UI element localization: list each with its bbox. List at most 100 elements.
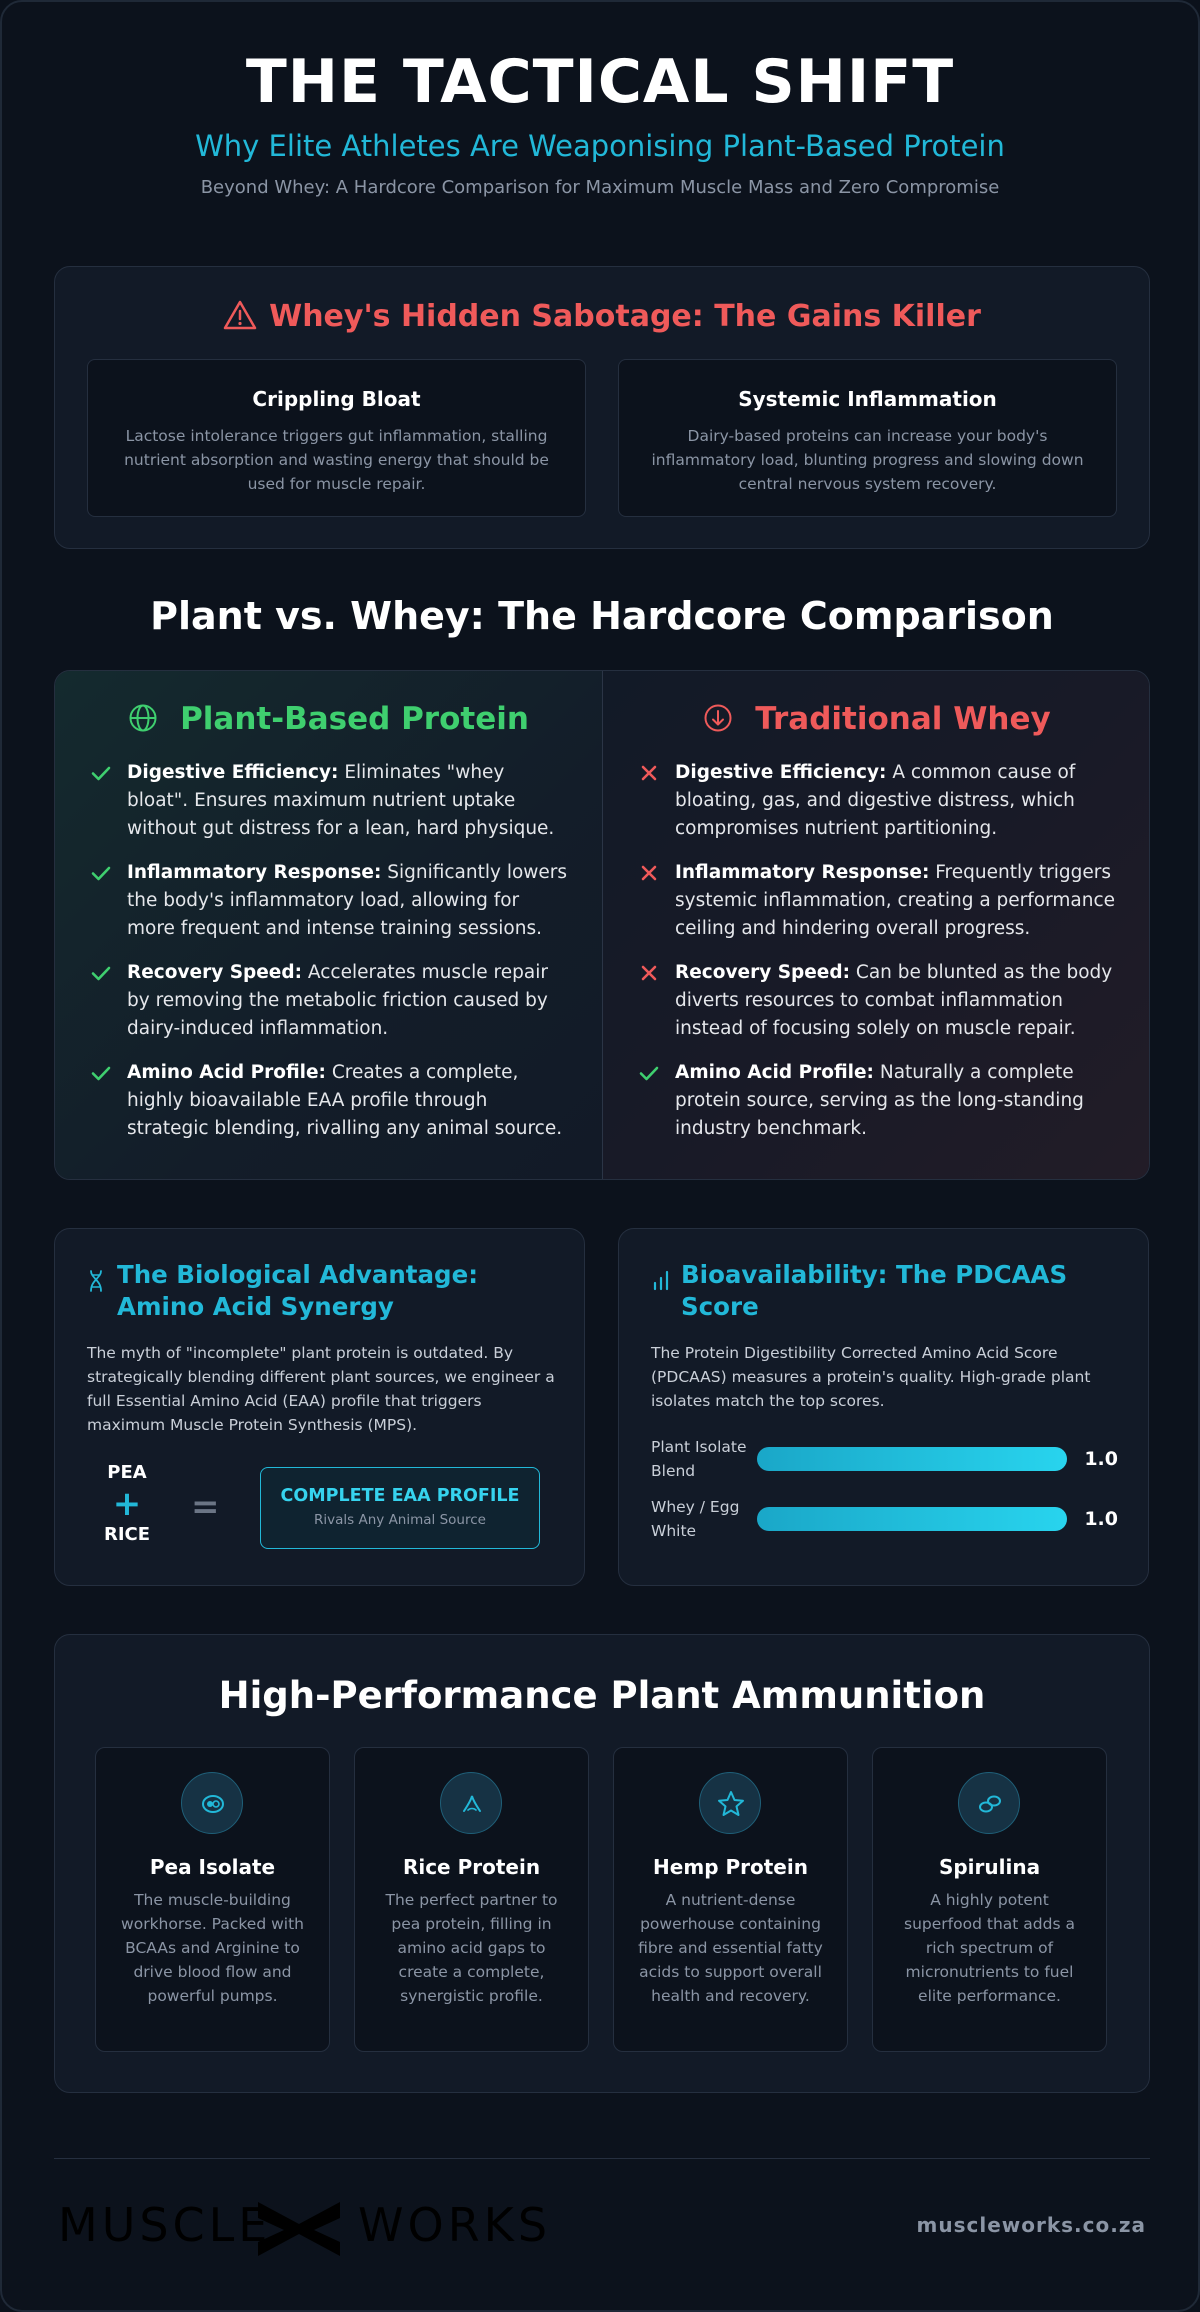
- item-label: Recovery Speed:: [675, 962, 851, 983]
- sabotage-card-inflammation: Systemic Inflammation Dairy-based protei…: [618, 359, 1117, 517]
- sabotage-card-title: Crippling Bloat: [252, 387, 421, 411]
- sabotage-card-body: Lactose intolerance triggers gut inflamm…: [124, 427, 549, 493]
- bar-label: Plant Isolate Blend: [651, 1438, 747, 1480]
- dna-icon: [90, 1270, 102, 1292]
- bar-track: [757, 1447, 1067, 1471]
- logo-word-muscle: MUSCLE: [58, 2198, 272, 2252]
- warning-icon: [223, 300, 257, 329]
- bar-fill: [757, 1507, 1067, 1531]
- website-link[interactable]: muscleworks.co.za: [916, 2213, 1146, 2237]
- item-label: Inflammatory Response:: [675, 862, 930, 883]
- check-icon: [91, 1066, 111, 1081]
- page-subtitle: Why Elite Athletes Are Weaponising Plant…: [195, 129, 1005, 163]
- ammo-card-rice: Rice Protein The perfect partner to pea …: [354, 1747, 589, 2052]
- ammo-icon-badge: [958, 1772, 1020, 1834]
- bar-chart-icon: [653, 1270, 669, 1291]
- item-text: Can be blunted as the body diverts resou…: [675, 962, 1113, 1039]
- check-icon: [91, 966, 111, 981]
- list-item: Recovery Speed: Can be blunted as the bo…: [637, 959, 1119, 1043]
- pdcaas-title: Bioavailability: The PDCAAS Score: [681, 1260, 1068, 1321]
- pdcaas-bar-row: Plant Isolate Blend 1.0: [651, 1435, 1118, 1483]
- item-text: Frequently triggers systemic inflammatio…: [675, 862, 1116, 939]
- ammo-card-title: Rice Protein: [402, 1855, 541, 1879]
- page-title: THE TACTICAL SHIFT: [245, 47, 955, 117]
- star-icon: [718, 1791, 744, 1816]
- item-text: Significantly lowers the body's inflamma…: [127, 862, 568, 939]
- footer-divider: [54, 2158, 1150, 2159]
- complete-eaa-badge: COMPLETE EAA PROFILE Rivals Any Animal S…: [260, 1467, 540, 1549]
- sabotage-card-body: Dairy-based proteins can increase your b…: [651, 427, 1084, 493]
- ammo-card-spirulina: Spirulina A highly potent superfood that…: [872, 1747, 1107, 2052]
- whey-column-title: Traditional Whey: [755, 701, 1051, 737]
- pdcaas-bar-row: Whey / Egg White 1.0: [651, 1495, 1118, 1543]
- pdcaas-heading: Bioavailability: The PDCAAS Score: [651, 1259, 1120, 1323]
- rice-grain-icon: [463, 1795, 481, 1812]
- bar-track: [757, 1507, 1067, 1531]
- equals-sign: =: [191, 1487, 220, 1527]
- list-item: Inflammatory Response: Significantly low…: [89, 859, 570, 943]
- whey-column-heading: Traditional Whey: [603, 699, 1149, 739]
- synergy-title: The Biological Advantage: Amino Acid Syn…: [117, 1260, 478, 1321]
- item-label: Digestive Efficiency:: [675, 762, 887, 783]
- bar-value: 1.0: [1084, 1508, 1118, 1530]
- item-label: Amino Acid Profile:: [127, 1062, 326, 1083]
- item-label: Digestive Efficiency:: [127, 762, 339, 783]
- ammo-icon-badge: [181, 1772, 243, 1834]
- comparison-panel: Plant-Based Protein Digestive Efficiency…: [54, 670, 1150, 1180]
- pea-label: PEA: [107, 1462, 147, 1483]
- pdcaas-body: The Protein Digestibility Corrected Amin…: [651, 1344, 1091, 1410]
- item-label: Amino Acid Profile:: [675, 1062, 874, 1083]
- whey-item-list: Digestive Efficiency: A common cause of …: [637, 759, 1119, 1159]
- eaa-subtitle: Rivals Any Animal Source: [314, 1512, 486, 1528]
- ammo-card-pea: Pea Isolate The muscle-building workhors…: [95, 1747, 330, 2052]
- ammo-icon-badge: [440, 1772, 502, 1834]
- header: THE TACTICAL SHIFT Why Elite Athletes Ar…: [2, 2, 1198, 232]
- plant-column-heading: Plant-Based Protein: [55, 699, 602, 739]
- ammo-card-body: A highly potent superfood that adds a ri…: [904, 1891, 1075, 2005]
- cross-icon: [641, 865, 657, 881]
- list-item: Amino Acid Profile: Creates a complete, …: [89, 1059, 570, 1143]
- whey-sabotage-panel: Whey's Hidden Sabotage: The Gains Killer…: [54, 266, 1150, 549]
- arrow-down-circle-icon: [704, 704, 732, 731]
- ammo-card-body: The muscle-building workhorse. Packed wi…: [121, 1891, 304, 2005]
- eaa-title: COMPLETE EAA PROFILE: [280, 1486, 520, 1506]
- sabotage-heading: Whey's Hidden Sabotage: The Gains Killer: [55, 297, 1149, 337]
- plant-column: Plant-Based Protein Digestive Efficiency…: [55, 671, 603, 1179]
- synergy-heading: The Biological Advantage: Amino Acid Syn…: [87, 1259, 556, 1323]
- ammo-card-body: The perfect partner to pea protein, fill…: [385, 1891, 558, 2005]
- list-item: Amino Acid Profile: Naturally a complete…: [637, 1059, 1119, 1143]
- sabotage-title: Whey's Hidden Sabotage: The Gains Killer: [269, 299, 981, 334]
- globe-icon: [129, 704, 157, 731]
- cross-icon: [641, 765, 657, 781]
- ammo-card-title: Spirulina: [938, 1855, 1041, 1879]
- muscleworks-logo: MUSCLE WORKS: [58, 2190, 547, 2260]
- sabotage-card-title: Systemic Inflammation: [738, 387, 997, 411]
- item-label: Inflammatory Response:: [127, 862, 382, 883]
- plant-column-title: Plant-Based Protein: [180, 701, 529, 737]
- check-icon: [91, 766, 111, 781]
- cross-icon: [641, 965, 657, 981]
- plant-item-list: Digestive Efficiency: Eliminates "whey b…: [89, 759, 570, 1159]
- algae-icon: [979, 1795, 1001, 1813]
- synergy-body: The myth of "incomplete" plant protein i…: [87, 1344, 555, 1434]
- list-item: Recovery Speed: Accelerates muscle repai…: [89, 959, 570, 1043]
- pdcaas-card: Bioavailability: The PDCAAS Score The Pr…: [618, 1228, 1149, 1586]
- check-icon: [639, 1066, 659, 1081]
- item-label: Recovery Speed:: [127, 962, 303, 983]
- bar-label: Whey / Egg White: [651, 1498, 740, 1540]
- page-tagline: Beyond Whey: A Hardcore Comparison for M…: [200, 177, 1000, 198]
- bar-fill: [757, 1447, 1067, 1471]
- plant-ammunition-panel: High-Performance Plant Ammunition Pea Is…: [54, 1634, 1150, 2093]
- ammo-card-title: Hemp Protein: [653, 1855, 808, 1879]
- whey-column: Traditional Whey Digestive Efficiency: A…: [603, 671, 1149, 1179]
- comparison-heading: Plant vs. Whey: The Hardcore Comparison: [150, 594, 1054, 638]
- item-text: Naturally a complete protein source, ser…: [675, 1062, 1084, 1139]
- item-text: A common cause of bloating, gas, and dig…: [675, 762, 1076, 839]
- ammo-card-body: A nutrient-dense powerhouse containing f…: [638, 1891, 823, 2005]
- logo-emblem-icon: [258, 2202, 340, 2256]
- pea-rice-blend: PEA + RICE: [87, 1461, 167, 1547]
- check-icon: [91, 866, 111, 881]
- list-item: Digestive Efficiency: A common cause of …: [637, 759, 1119, 843]
- rice-label: RICE: [103, 1524, 151, 1545]
- pea-pod-icon: [202, 1795, 224, 1813]
